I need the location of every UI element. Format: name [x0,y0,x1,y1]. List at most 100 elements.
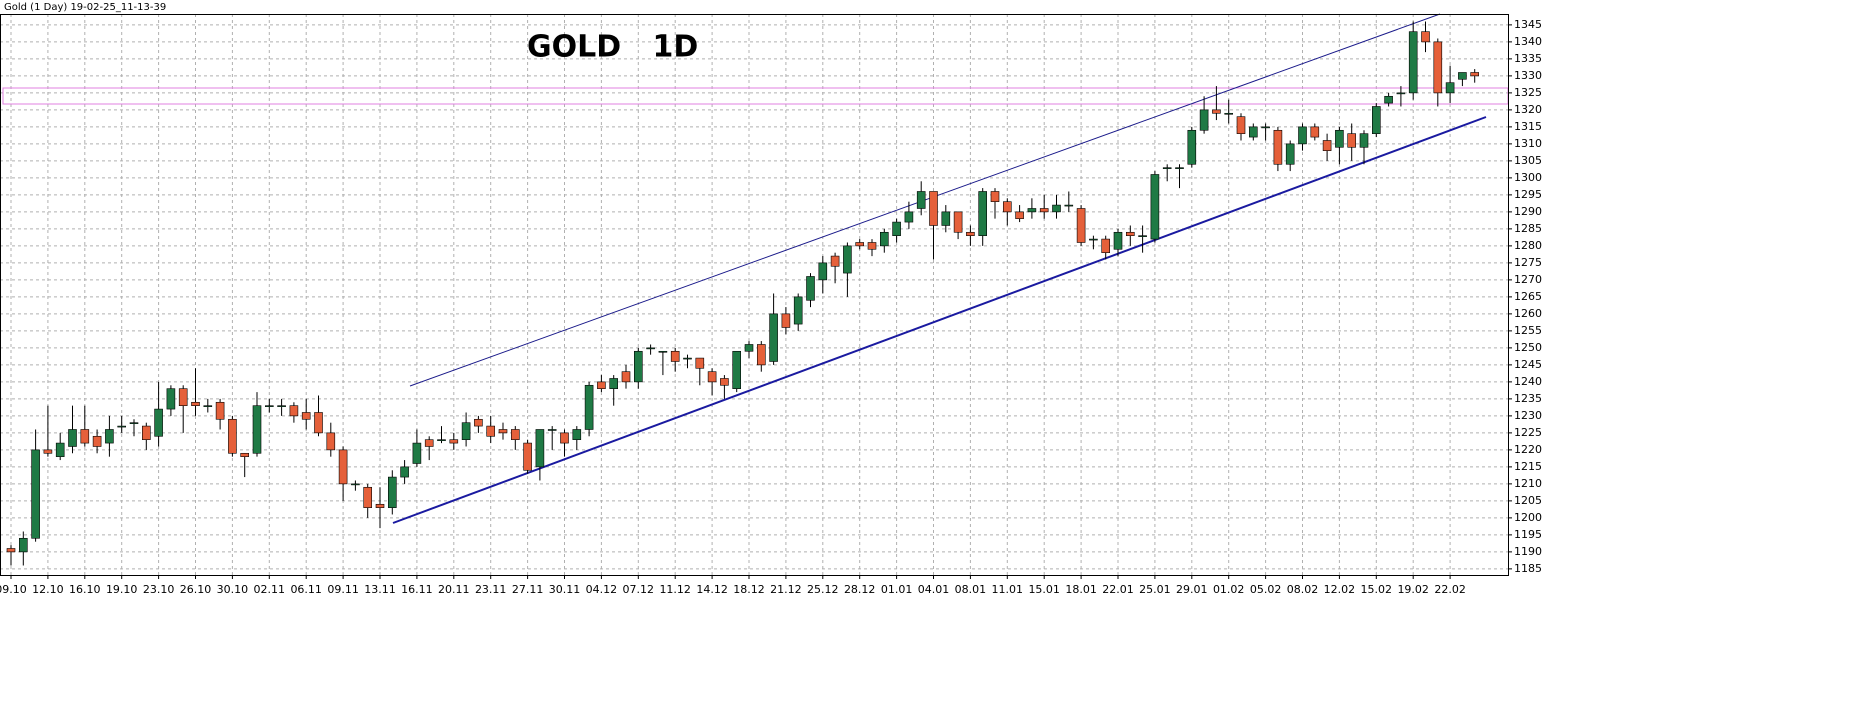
candle-body [535,429,545,468]
candle-body [1187,129,1197,165]
y-tick-label: 1205 [1514,494,1542,507]
candle-body [990,191,1000,202]
candle-body [1421,31,1430,43]
x-tick-label: 08.02 [1287,583,1319,596]
candle-body [1150,174,1160,240]
candle-body [129,422,139,424]
candle-body [191,401,200,406]
candle-body [720,378,729,386]
x-tick-label: 30.11 [549,583,581,596]
candle-body [1470,72,1479,77]
candle-body [621,371,631,383]
candle-body [953,211,963,233]
y-tick-label: 1280 [1514,239,1542,252]
y-tick-label: 1325 [1514,86,1542,99]
x-tick-label: 11.12 [659,583,691,596]
candle-body [1224,112,1233,115]
candle-body [609,378,619,389]
candle-body [461,422,471,440]
candle-body [646,347,655,350]
x-tick-label: 01.02 [1213,583,1245,596]
candle-body [929,191,938,226]
x-tick-label: 23.10 [143,583,175,596]
candle-body [1212,109,1221,114]
candle-body [781,313,791,328]
candle-body [560,432,569,444]
y-tick-label: 1220 [1514,443,1542,456]
candle-body [1076,208,1086,243]
x-tick-label: 22.01 [1102,583,1134,596]
y-tick-label: 1330 [1514,69,1542,82]
candle-body [203,405,213,407]
candle-body [732,350,742,389]
y-tick-label: 1250 [1514,341,1542,354]
candle-body [670,350,680,362]
x-tick-label: 12.02 [1324,583,1356,596]
candle-body [1322,140,1332,151]
candle-body [154,408,163,437]
x-tick-label: 15.01 [1028,583,1060,596]
candle-body [18,537,28,553]
y-tick-label: 1200 [1514,511,1542,524]
y-tick-label: 1315 [1514,120,1542,133]
candle-body [474,418,483,427]
x-tick-label: 05.02 [1250,583,1282,596]
x-tick-label: 19.02 [1397,583,1429,596]
y-tick-label: 1290 [1514,205,1542,218]
candle-body [1372,106,1381,134]
x-tick-label: 13.11 [364,583,396,596]
y-tick-label: 1195 [1514,528,1542,541]
candle-body [92,435,102,447]
candle-body [1236,116,1246,134]
candle-body [904,211,914,223]
candle-body [1126,231,1135,236]
y-tick-label: 1295 [1514,188,1542,201]
candle-body [510,429,520,440]
candle-body [1199,109,1209,131]
candle-body [818,262,828,281]
candle-body [1015,211,1024,219]
candle-body [1249,126,1258,138]
candle-body [326,432,336,451]
candle-body [744,344,754,352]
candle-body [855,242,865,247]
x-tick-label: 04.01 [918,583,950,596]
x-tick-label: 21.12 [770,583,802,596]
candle-body [1384,95,1393,104]
candle-body [695,357,705,369]
candle-body [941,211,951,226]
candle-body [314,412,323,434]
y-tick-label: 1285 [1514,222,1542,235]
y-tick-label: 1210 [1514,477,1542,490]
y-tick-label: 1320 [1514,103,1542,116]
y-tick-label: 1335 [1514,52,1542,65]
candle-body [437,439,446,441]
candle-body [830,255,840,267]
x-tick-label: 19.10 [106,583,138,596]
y-tick-label: 1265 [1514,290,1542,303]
x-tick-label: 16.10 [69,583,101,596]
candle-body [547,429,557,431]
candle-body [1396,92,1406,95]
candle-body [363,486,373,508]
candle-body [338,449,348,485]
candle-body [31,449,40,539]
candle-body [1445,82,1455,94]
x-tick-label: 22.02 [1434,583,1466,596]
candle-body [1138,235,1147,237]
candle-body [1298,126,1307,145]
x-tick-label: 02.11 [254,583,286,596]
candle-body [584,384,594,430]
chart-title: GOLD 1D [527,30,698,65]
candle-body [523,442,532,471]
candle-body [1285,143,1295,165]
x-tick-label: 16.11 [401,583,433,596]
x-tick-label: 25.01 [1139,583,1171,596]
candle-body [978,191,988,236]
candle-body [658,350,668,353]
candle-body [1359,133,1369,148]
x-tick-label: 26.10 [180,583,212,596]
candle-body [1027,208,1037,213]
y-tick-label: 1275 [1514,256,1542,269]
